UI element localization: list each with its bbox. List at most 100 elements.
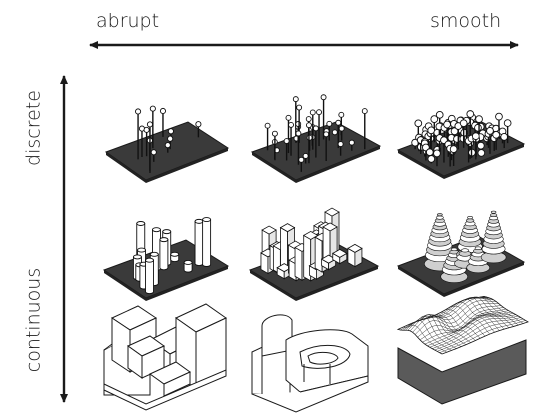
cylinder-top-mark (162, 229, 172, 235)
contour-ring (460, 248, 470, 253)
ball-mark (316, 109, 322, 116)
ball-mark (338, 125, 345, 132)
mesh-line (441, 321, 529, 355)
block-top-face (347, 243, 363, 253)
mesh-line (410, 300, 497, 332)
cylinder-top-mark (183, 260, 193, 265)
ball-mark (331, 129, 338, 136)
mesh-line (439, 320, 526, 353)
ball-mark (305, 122, 312, 129)
mesh-line (432, 315, 519, 349)
mesh-line (412, 303, 499, 333)
panel-row2-smooth (396, 210, 526, 297)
ball-mark (335, 119, 342, 126)
ball-mark (471, 132, 480, 140)
cylinder-top-mark (152, 227, 161, 233)
cylinder-mark (145, 259, 154, 295)
block-top-face (261, 225, 277, 235)
contour-ring (465, 218, 475, 223)
cylinder-mark (194, 220, 204, 266)
ball-mark (361, 108, 368, 115)
block-top-face (324, 207, 340, 217)
ball-mark (453, 135, 461, 143)
lollipop-marks (135, 105, 202, 173)
mesh-line (427, 313, 514, 346)
ball-mark (326, 120, 333, 127)
ball-mark (159, 107, 167, 115)
ball-mark (195, 121, 202, 128)
panel-continuous-middle (251, 314, 369, 413)
ball-mark (312, 125, 319, 132)
block-left-face (314, 236, 323, 273)
cylinder-top-mark (202, 217, 212, 223)
ball-mark (309, 109, 316, 116)
panel-row2-abrupt (102, 217, 230, 301)
peak-marks (423, 210, 507, 283)
contour-ring (490, 210, 497, 214)
cylinder-top-mark (137, 247, 146, 253)
sphere-marks (411, 110, 512, 167)
ball-mark (348, 139, 355, 146)
ball-mark (271, 130, 278, 137)
cylinder-top-mark (136, 221, 146, 226)
ball-mark (288, 121, 294, 128)
panel-continuous-smooth (396, 296, 529, 405)
ball-mark (430, 115, 439, 123)
contour-ring (474, 246, 482, 250)
mesh-line (437, 318, 524, 352)
cylinder-top-mark (159, 237, 169, 243)
ball-mark (146, 121, 154, 128)
ball-mark (264, 122, 271, 129)
contour-ring (450, 247, 458, 251)
ball-mark (449, 145, 458, 153)
cylinder-mark (202, 219, 212, 267)
ball-mark (477, 149, 486, 157)
mesh-line (429, 314, 516, 348)
ball-mark (143, 126, 150, 133)
panel-row2-middle (248, 207, 380, 301)
ball-mark (476, 141, 485, 150)
ball-mark (298, 156, 305, 163)
ball-mark (433, 149, 441, 158)
ball-mark (425, 148, 434, 156)
block-top-face (322, 222, 338, 232)
ball-mark (337, 141, 344, 148)
ball-mark (474, 123, 482, 132)
ball-mark (323, 131, 330, 138)
ball-mark (167, 135, 174, 142)
smooth-label: smooth (430, 10, 502, 32)
ball-mark (414, 119, 423, 128)
lollipop-marks (264, 94, 368, 172)
ball-mark (492, 130, 500, 139)
ball-mark (500, 133, 509, 141)
panel-continuous-abrupt (103, 303, 227, 411)
contour-ring (489, 213, 498, 217)
cylinder-top-mark (170, 251, 180, 257)
ball-mark (292, 96, 299, 103)
contour-ring (467, 216, 474, 220)
ball-mark (167, 128, 174, 135)
contour-ring (436, 213, 443, 217)
ball-mark (427, 155, 436, 163)
ball-mark (295, 130, 302, 137)
mesh-line (417, 307, 504, 338)
ball-mark (495, 112, 503, 121)
cylinder-top-mark (149, 251, 159, 257)
ball-mark (135, 108, 142, 115)
ball-mark (475, 115, 483, 123)
mesh-line (434, 317, 521, 351)
panel-discrete-middle (250, 94, 382, 183)
panel-discrete-smooth (396, 110, 526, 179)
ball-mark (283, 138, 290, 144)
cylinder-top-mark (145, 257, 154, 263)
panel-discrete-abrupt (104, 105, 230, 183)
cylinder-top-mark (194, 218, 204, 224)
mesh-line (424, 311, 511, 345)
block-marks (260, 207, 363, 282)
ball-mark (466, 110, 475, 118)
ball-mark (149, 105, 156, 112)
mesh-line (414, 305, 502, 335)
ball-mark (435, 110, 444, 119)
